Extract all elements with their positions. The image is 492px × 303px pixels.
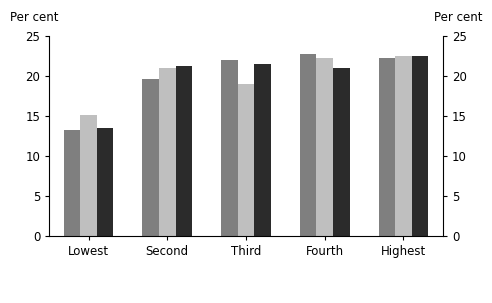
Bar <box>300 54 316 236</box>
Bar <box>176 66 192 236</box>
Bar <box>221 60 238 236</box>
Bar <box>379 58 395 236</box>
Bar <box>254 64 271 236</box>
Bar <box>97 128 113 236</box>
Bar <box>143 79 159 236</box>
Text: Per cent: Per cent <box>433 11 482 24</box>
Bar <box>64 130 80 236</box>
Bar <box>80 115 97 236</box>
Text: Per cent: Per cent <box>10 11 59 24</box>
Bar <box>316 58 333 236</box>
Bar <box>412 56 428 236</box>
Bar <box>238 84 254 236</box>
Bar <box>159 68 176 236</box>
Bar <box>395 56 412 236</box>
Legend: 1981-82, 1995-96, 2000-01: 1981-82, 1995-96, 2000-01 <box>112 302 380 303</box>
Bar <box>333 68 349 236</box>
